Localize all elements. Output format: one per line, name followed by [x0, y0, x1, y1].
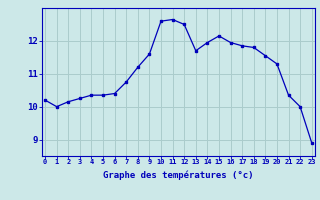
X-axis label: Graphe des températures (°c): Graphe des températures (°c) — [103, 170, 254, 180]
